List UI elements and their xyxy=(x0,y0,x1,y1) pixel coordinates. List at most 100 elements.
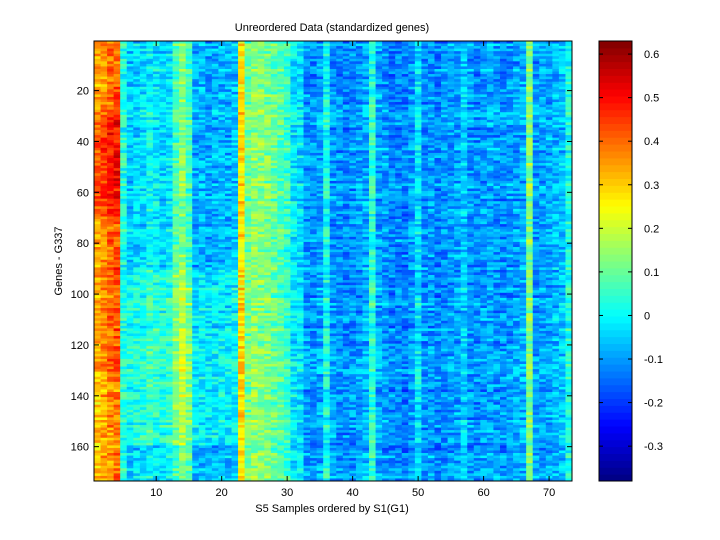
heatmap-cell xyxy=(329,135,337,139)
heatmap-cell xyxy=(316,112,324,116)
heatmap-cell xyxy=(172,117,180,121)
heatmap-cell xyxy=(421,91,429,95)
heatmap-cell xyxy=(342,183,350,187)
heatmap-cell xyxy=(480,145,488,149)
heatmap-cell xyxy=(257,46,265,50)
heatmap-cell xyxy=(113,178,121,182)
heatmap-cell xyxy=(94,104,101,108)
heatmap-cell xyxy=(434,127,442,131)
heatmap-cell xyxy=(434,211,442,215)
heatmap-cell xyxy=(414,173,422,177)
heatmap-cell xyxy=(545,114,553,118)
heatmap-cell xyxy=(172,61,180,65)
heatmap-cell xyxy=(493,208,501,212)
heatmap-cell xyxy=(120,175,128,179)
heatmap-cell xyxy=(441,183,448,187)
heatmap-cell xyxy=(552,211,560,215)
heatmap-cell xyxy=(94,185,101,189)
heatmap-cell xyxy=(519,147,527,151)
heatmap-cell xyxy=(172,127,180,131)
heatmap-cell xyxy=(152,91,160,95)
heatmap-cell xyxy=(238,99,245,103)
heatmap-cell xyxy=(323,198,331,202)
heatmap-cell xyxy=(205,119,213,123)
heatmap-cell xyxy=(493,114,501,118)
heatmap-cell xyxy=(493,165,501,169)
heatmap-cell xyxy=(264,211,272,215)
heatmap-cell xyxy=(401,53,409,57)
heatmap-cell xyxy=(100,76,108,80)
heatmap-cell xyxy=(139,180,147,184)
heatmap-cell xyxy=(238,74,245,77)
heatmap-cell xyxy=(185,203,193,207)
heatmap-cell xyxy=(336,79,344,83)
heatmap-cell xyxy=(349,99,357,103)
heatmap-cell xyxy=(519,132,527,136)
heatmap-cell xyxy=(146,91,154,95)
heatmap-cell xyxy=(565,185,573,189)
heatmap-cell xyxy=(552,117,560,121)
heatmap-cell xyxy=(447,41,455,44)
heatmap-cell xyxy=(526,175,534,179)
heatmap-cell xyxy=(179,175,187,179)
heatmap-cell xyxy=(499,56,507,60)
heatmap-cell xyxy=(362,208,370,212)
heatmap-cell xyxy=(310,206,318,210)
heatmap-cell xyxy=(185,58,193,62)
heatmap-cell xyxy=(539,46,547,50)
heatmap-cell xyxy=(447,160,455,164)
heatmap-cell xyxy=(120,213,128,217)
heatmap-cell xyxy=(296,124,304,128)
heatmap-cell xyxy=(349,163,357,167)
heatmap-cell xyxy=(349,147,357,151)
heatmap-cell xyxy=(434,119,442,123)
heatmap-cell xyxy=(264,150,272,154)
heatmap-cell xyxy=(414,170,422,174)
heatmap-cell xyxy=(159,168,167,172)
heatmap-cell xyxy=(146,107,154,111)
heatmap-cell xyxy=(296,196,304,200)
heatmap-cell xyxy=(532,53,540,57)
heatmap-cell xyxy=(513,175,521,179)
heatmap-cell xyxy=(388,124,396,128)
heatmap-cell xyxy=(480,211,488,215)
heatmap-cell xyxy=(120,56,128,60)
heatmap-cell xyxy=(329,206,337,210)
heatmap-cell xyxy=(113,211,121,215)
heatmap-cell xyxy=(310,178,318,182)
heatmap-cell xyxy=(329,71,337,75)
heatmap-cell xyxy=(447,137,455,141)
heatmap-cell xyxy=(342,180,350,184)
heatmap-cell xyxy=(218,198,226,202)
heatmap-cell xyxy=(172,56,180,60)
heatmap-cell xyxy=(244,124,252,128)
heatmap-cell xyxy=(159,185,167,189)
heatmap-cell xyxy=(382,165,390,169)
heatmap-cell xyxy=(251,178,259,182)
heatmap-cell xyxy=(355,84,363,88)
heatmap-cell xyxy=(395,91,403,95)
heatmap-cell xyxy=(323,180,331,184)
heatmap-cell xyxy=(323,119,331,123)
heatmap-cell xyxy=(218,48,226,52)
heatmap-cell xyxy=(211,160,219,164)
heatmap-cell xyxy=(388,68,396,72)
heatmap-cell xyxy=(198,68,206,72)
heatmap-cell xyxy=(251,43,259,47)
heatmap-cell xyxy=(349,211,357,215)
heatmap-cell xyxy=(94,91,101,95)
heatmap-cell xyxy=(473,74,481,77)
heatmap-cell xyxy=(152,104,160,108)
heatmap-cell xyxy=(414,61,422,65)
heatmap-cell xyxy=(558,140,566,144)
heatmap-cell xyxy=(355,86,363,90)
heatmap-cell xyxy=(454,51,462,55)
heatmap-cell xyxy=(558,165,566,169)
heatmap-cell xyxy=(493,66,501,70)
heatmap-cell xyxy=(401,71,409,75)
heatmap-cell xyxy=(323,163,331,167)
heatmap-cell xyxy=(382,58,390,62)
heatmap-cell xyxy=(362,94,370,98)
heatmap-cell xyxy=(113,109,121,113)
heatmap-cell xyxy=(558,86,566,90)
